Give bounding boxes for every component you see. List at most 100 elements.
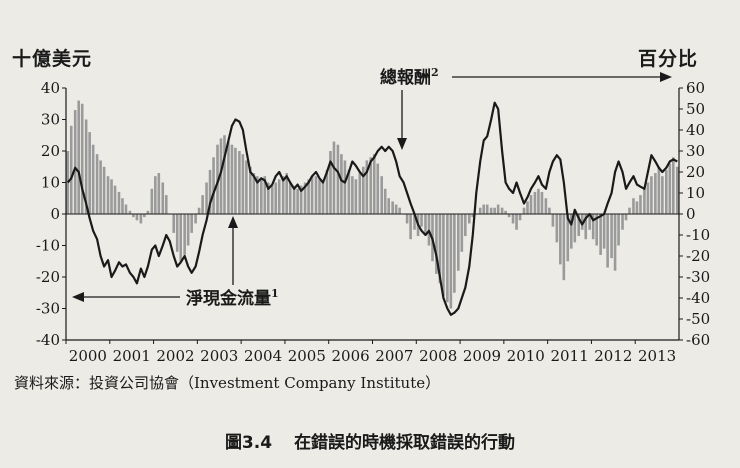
net-flow-bar — [522, 207, 526, 214]
net-flow-bar — [183, 214, 186, 255]
net-flow-bar — [325, 169, 329, 214]
net-flow-bar — [526, 201, 529, 214]
net-flow-bar — [307, 179, 310, 214]
net-flow-bar — [299, 185, 303, 214]
net-flow-bar — [540, 191, 544, 214]
net-flow-bar — [409, 214, 412, 240]
figure-number: 圖3.4 — [224, 433, 273, 453]
right-tick-label: 30 — [686, 142, 705, 160]
net-flow-bar — [460, 214, 464, 252]
net-flow-bar — [675, 166, 679, 214]
net-flow-bar — [624, 214, 628, 221]
net-flow-bar — [372, 154, 376, 214]
net-flow-bar — [504, 210, 507, 214]
bars-layer — [66, 100, 679, 309]
total-return-superscript: 2 — [431, 66, 439, 79]
right-tick-label: 0 — [686, 205, 696, 223]
net-flow-bar — [380, 176, 383, 214]
net-flow-bar — [391, 201, 394, 214]
net-flow-bar — [533, 191, 537, 214]
left-tick-label: 0 — [50, 205, 60, 223]
net-flow-bar — [270, 185, 274, 214]
net-flow-bar — [489, 207, 493, 214]
net-flow-bar — [197, 207, 201, 214]
net-flow-bar — [383, 188, 387, 214]
total-return-arrowhead — [397, 138, 407, 150]
x-tick-label: 2006 — [332, 347, 370, 365]
net-flow-bar — [205, 182, 208, 214]
x-tick-label: 2009 — [463, 347, 501, 365]
net-flow-bar — [496, 204, 500, 214]
net-flow-pointer-head — [72, 292, 84, 302]
net-flow-bar — [661, 176, 664, 214]
net-flow-bar — [518, 214, 522, 221]
net-flow-bar — [212, 157, 215, 214]
net-flow-bar — [238, 151, 241, 214]
net-flow-bar — [296, 188, 299, 214]
net-flow-bar — [154, 176, 157, 214]
net-flow-bar — [84, 119, 88, 214]
net-flow-bar — [281, 176, 285, 214]
net-flow-bar — [164, 195, 168, 214]
net-flow-bar — [635, 201, 639, 214]
net-flow-bar — [88, 132, 91, 214]
net-flow-bar — [394, 204, 398, 214]
net-flow-bar — [186, 214, 190, 246]
total-return-line — [66, 101, 678, 316]
net-flow-bar — [544, 198, 548, 214]
net-flow-superscript: 1 — [271, 287, 279, 300]
net-flow-bar — [446, 214, 449, 303]
net-flow-bar — [424, 214, 427, 233]
net-flow-bar — [613, 214, 617, 271]
net-flow-label: 淨現金流量1 — [186, 287, 279, 309]
net-flow-bar — [580, 214, 584, 230]
left-axis-title: 十億美元 — [12, 48, 93, 70]
net-flow-bar — [650, 176, 653, 214]
net-flow-bar — [69, 125, 73, 214]
right-tick-label: -40 — [686, 289, 710, 307]
net-flow-bar — [249, 166, 252, 214]
net-flow-bar — [175, 214, 179, 252]
net-flow-bar — [292, 185, 296, 214]
net-flow-bar — [376, 163, 380, 214]
net-flow-bar — [467, 214, 471, 224]
x-tick-label: 2003 — [200, 347, 238, 365]
net-flow-bar — [471, 214, 475, 218]
net-flow-bar — [99, 160, 102, 214]
net-flow-bar — [336, 144, 340, 214]
x-tick-label: 2000 — [69, 347, 107, 365]
net-flow-bar — [485, 204, 489, 214]
x-tick-label: 2013 — [638, 347, 676, 365]
net-flow-bar — [277, 179, 281, 214]
net-flow-bar — [274, 182, 278, 214]
x-tick-label: 2005 — [288, 347, 326, 365]
net-flow-bar — [362, 166, 365, 214]
net-flow-bar — [143, 214, 146, 218]
net-flow-bar — [91, 144, 95, 214]
net-flow-bar — [106, 176, 110, 214]
net-flow-bar — [347, 169, 351, 214]
net-flow-bar — [190, 214, 193, 233]
right-tick-label: 60 — [686, 79, 705, 97]
net-flow-bar — [559, 214, 562, 265]
net-flow-bar — [507, 214, 511, 218]
net-flow-bar — [602, 214, 606, 249]
net-flow-bar — [146, 210, 150, 214]
left-tick-label: -30 — [36, 300, 60, 318]
net-flow-bar — [194, 214, 197, 224]
net-flow-bar — [102, 166, 106, 214]
net-flow-bar — [259, 179, 263, 214]
net-flow-bar — [453, 214, 456, 293]
net-flow-bar — [668, 163, 672, 214]
net-flow-bar — [617, 214, 620, 246]
net-flow-bar — [219, 138, 223, 214]
net-flow-bar — [245, 160, 248, 214]
net-flow-bar — [117, 191, 121, 214]
left-tick-label: 30 — [41, 111, 60, 129]
net-flow-bar — [537, 188, 540, 214]
right-tick-label: -10 — [686, 226, 710, 244]
net-flow-bar — [639, 195, 642, 214]
net-flow-bar — [665, 169, 668, 214]
net-flow-bar — [329, 151, 332, 214]
